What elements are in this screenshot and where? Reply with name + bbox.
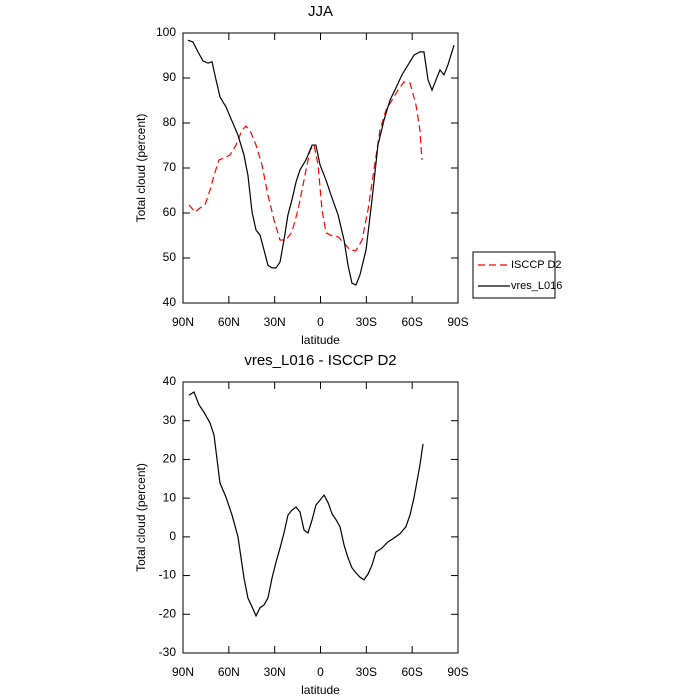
x-tick-label: 30S [356, 665, 377, 679]
y-tick-label: 20 [163, 452, 177, 466]
data-line [187, 39, 455, 286]
x-tick-label: 0 [317, 315, 324, 329]
legend-label: ISCCP D2 [511, 259, 562, 271]
y-tick-label: -20 [159, 606, 177, 620]
y-tick-label: 40 [163, 374, 177, 388]
y-tick-label: 100 [156, 25, 176, 39]
y-tick-label: -30 [159, 645, 177, 659]
x-axis-label: latitude [301, 683, 340, 697]
x-tick-label: 30N [264, 315, 286, 329]
x-tick-label: 90N [172, 315, 194, 329]
x-tick-label: 90N [172, 665, 194, 679]
x-tick-label: 60N [218, 315, 240, 329]
y-tick-label: 40 [163, 295, 177, 309]
legend-box [472, 251, 556, 299]
x-axis-label: latitude [301, 333, 340, 347]
data-line [188, 391, 424, 618]
y-tick-label: 80 [163, 115, 177, 129]
plot-frame [182, 381, 459, 654]
data-line [188, 81, 423, 252]
chart-title: JJA [308, 3, 333, 20]
legend-label: vres_L016 [511, 280, 562, 292]
y-tick-label: 70 [163, 160, 177, 174]
y-tick-label: 0 [169, 529, 176, 543]
x-tick-label: 90S [447, 315, 468, 329]
x-tick-label: 30N [264, 665, 286, 679]
y-tick-label: 50 [163, 250, 177, 264]
plot-frame [182, 32, 459, 304]
y-axis-label: Total cloud (percent) [134, 114, 148, 223]
y-tick-label: 90 [163, 70, 177, 84]
x-tick-label: 60S [401, 665, 422, 679]
chart-title: vres_L016 - ISCCP D2 [244, 352, 396, 369]
y-tick-label: 60 [163, 205, 177, 219]
x-tick-label: 30S [356, 315, 377, 329]
x-tick-label: 0 [317, 665, 324, 679]
x-tick-label: 60S [401, 315, 422, 329]
y-tick-label: 30 [163, 413, 177, 427]
y-axis-label: Total cloud (percent) [134, 463, 148, 572]
y-tick-label: 10 [163, 490, 177, 504]
y-tick-label: -10 [159, 568, 177, 582]
x-tick-label: 90S [447, 665, 468, 679]
x-tick-label: 60N [218, 665, 240, 679]
